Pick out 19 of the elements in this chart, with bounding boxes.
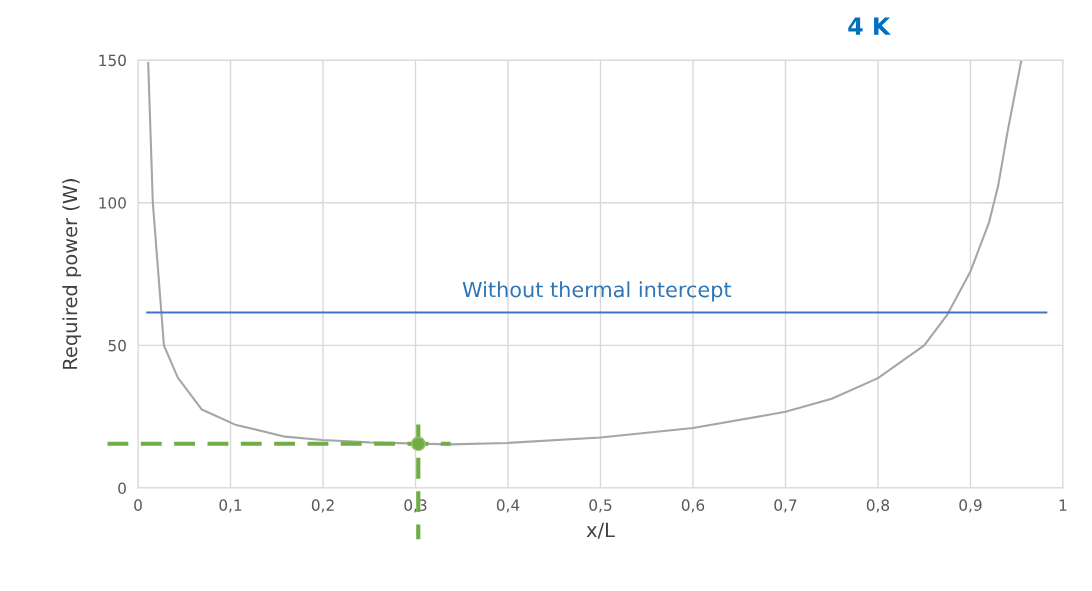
line-series xyxy=(147,60,1023,446)
x-tick-label: 0,8 xyxy=(866,499,890,513)
x-axis-title: x/L xyxy=(586,522,615,539)
x-tick-label: 1 xyxy=(1059,499,1067,511)
x-tick-label: 0,2 xyxy=(311,499,334,513)
x-tick-label: 0,9 xyxy=(959,499,982,513)
y-tick-label: 50 xyxy=(108,339,126,352)
y-tick-label: 150 xyxy=(99,54,126,67)
x-tick-label: 0,5 xyxy=(589,499,612,513)
x-tick-label: 0,4 xyxy=(496,499,520,513)
x-tick-label: 0,1 xyxy=(219,499,242,513)
y-tick-label: 0 xyxy=(118,482,126,495)
x-tick-label: 0,7 xyxy=(774,499,797,513)
chart-title: 4 K xyxy=(848,17,891,35)
y-tick-label: 100 xyxy=(99,197,126,209)
y-axis-title: Required power (W) xyxy=(62,179,82,369)
x-tick-label: 0 xyxy=(134,499,142,511)
series-label: Without thermal intercept xyxy=(462,281,732,302)
x-tick-label: 0,6 xyxy=(681,499,705,513)
